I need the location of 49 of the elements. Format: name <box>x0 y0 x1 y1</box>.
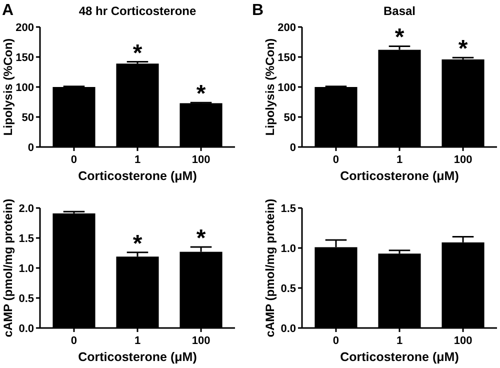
annotation: * <box>458 36 468 63</box>
x-tick-label: 0 <box>70 154 78 166</box>
y-axis-title: cAMP (pmol/mg protein) <box>263 198 277 338</box>
y-axis-title: Lipolysis (%Con) <box>1 38 15 136</box>
x-tick-label: 100 <box>192 335 210 347</box>
y-tick-label: 0.5 <box>18 292 34 305</box>
annotation: * <box>196 80 206 108</box>
y-tick-label: 200 <box>16 22 34 34</box>
x-tick-label: 1 <box>134 335 141 347</box>
y-tick-label: 1.0 <box>18 262 34 275</box>
x-tick-label: 1 <box>396 335 403 347</box>
y-tick-label: 150 <box>278 52 296 64</box>
x-tick-label: 100 <box>454 154 472 166</box>
y-tick-label: 0.0 <box>18 322 34 335</box>
y-tick-label: 0 <box>28 142 34 154</box>
x-tick-label: 0 <box>332 154 340 166</box>
annotation: * <box>394 24 405 52</box>
chart-title: Basal <box>383 4 416 18</box>
annotation: * <box>196 225 206 252</box>
y-tick-label: 100 <box>278 82 296 94</box>
text: B <box>252 2 264 19</box>
y-tick-label: 150 <box>16 52 34 64</box>
y-tick-label: 0.0 <box>280 322 296 335</box>
x-tick-label: 0 <box>332 335 340 347</box>
y-tick-label: 0.5 <box>280 282 296 295</box>
chart-title: 48 hr Corticosterone <box>78 4 196 18</box>
annotation: * <box>132 230 143 258</box>
y-tick-label: 1.5 <box>280 202 296 215</box>
x-tick-label: 1 <box>134 154 141 166</box>
annotation: * <box>132 40 143 67</box>
y-tick-label: 0 <box>290 142 296 154</box>
y-tick-label: 50 <box>284 112 296 124</box>
y-tick-label: 200 <box>278 22 296 34</box>
x-axis-title: Corticosterone (μM) <box>78 350 197 364</box>
x-tick-label: 1 <box>396 154 403 166</box>
x-tick-label: 0 <box>70 335 78 347</box>
x-axis-title: Corticosterone (μM) <box>340 350 459 364</box>
x-axis-title: Corticosterone (μM) <box>340 169 459 183</box>
y-tick-label: 1.0 <box>280 242 296 255</box>
x-tick-label: 100 <box>454 335 472 347</box>
x-tick-label: 100 <box>192 154 210 166</box>
x-axis-title: Corticosterone (μM) <box>78 169 197 183</box>
y-axis-title: Lipolysis (%Con) <box>263 38 277 136</box>
y-axis-title: cAMP (pmol/mg protein) <box>1 198 15 338</box>
y-tick-label: 100 <box>16 82 34 94</box>
text: A <box>2 2 14 19</box>
y-tick-label: 1.5 <box>18 232 34 245</box>
y-tick-label: 2.0 <box>18 202 34 215</box>
y-tick-label: 50 <box>22 112 34 124</box>
